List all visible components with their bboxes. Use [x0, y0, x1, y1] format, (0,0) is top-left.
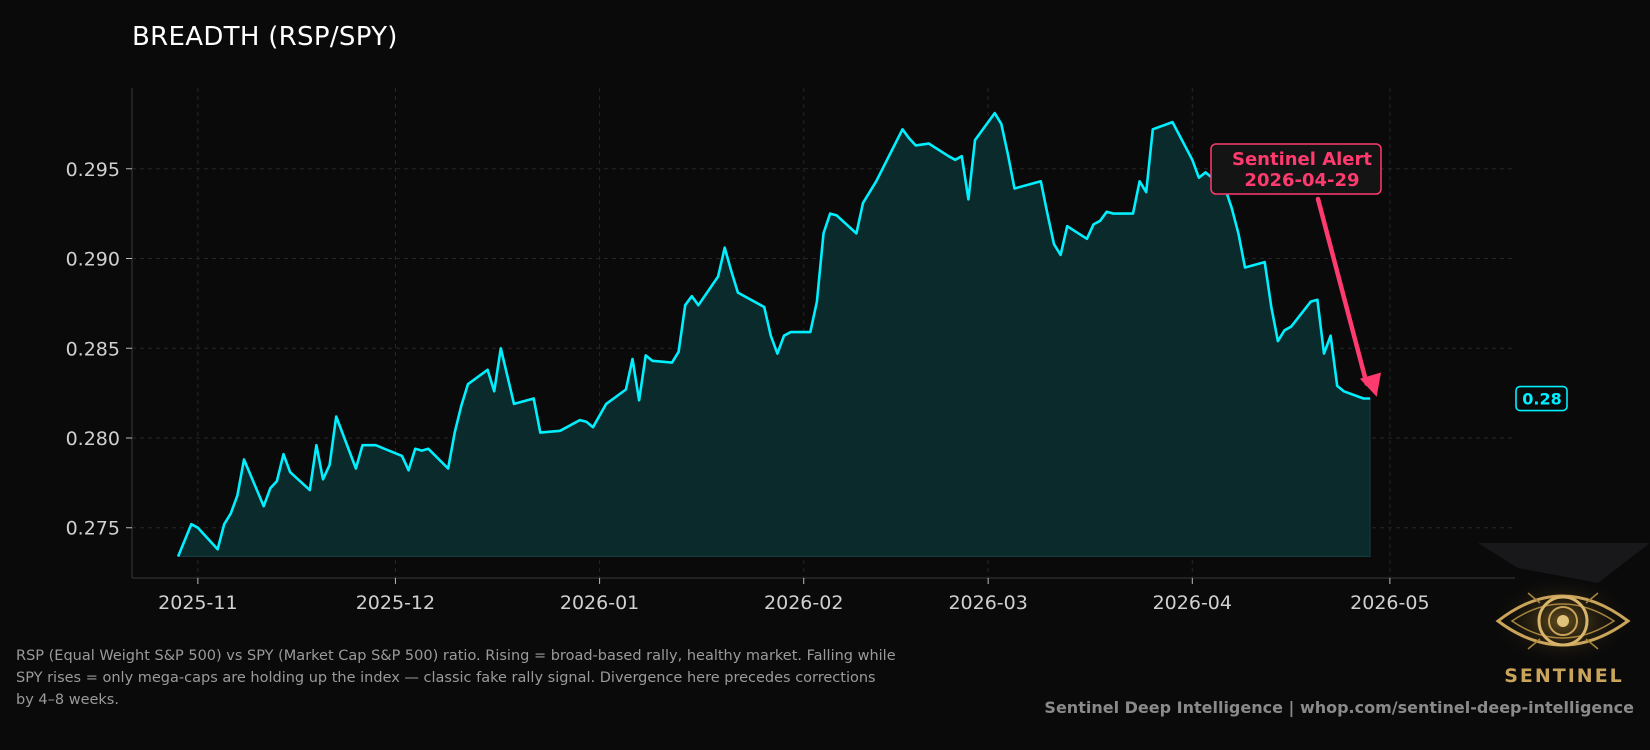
area-layer [176, 111, 1371, 557]
chart-title: BREADTH (RSP/SPY) [132, 22, 398, 52]
y-tick-label: 0.285 [66, 338, 120, 360]
x-tick-label: 2026-01 [560, 592, 639, 614]
chart-description: RSP (Equal Weight S&P 500) vs SPY (Marke… [16, 648, 896, 708]
last-value-label: 0.28 [1522, 390, 1561, 409]
x-tick-label: 2026-05 [1350, 592, 1429, 614]
logo-text: SENTINEL [1504, 665, 1624, 687]
y-tick-label: 0.280 [66, 428, 120, 450]
alert-date: 2026-04-29 [1244, 170, 1359, 191]
eye-icon [1478, 543, 1650, 667]
series-line [176, 111, 1371, 557]
y-tick-label: 0.275 [66, 518, 120, 540]
alert-arrow-head [1359, 372, 1381, 397]
axis-layer: 0.275 0.280 0.285 0.290 0.295 2025-11 2025-12 2… [66, 88, 1515, 614]
y-tick-label: 0.295 [66, 159, 120, 181]
alert-box [1210, 143, 1382, 195]
alert-arrow-shaft [1315, 196, 1369, 386]
alert-title: Sentinel Alert [1232, 149, 1372, 170]
footer-credit[interactable]: Sentinel Deep Intelligence | whop.com/se… [1044, 698, 1634, 717]
y-tick-label: 0.290 [66, 249, 120, 271]
series-area-fill [177, 112, 1371, 557]
sentinel-logo: SENTINEL [1478, 543, 1650, 693]
x-tick-label: 2025-12 [356, 592, 435, 614]
x-tick-label: 2026-03 [948, 592, 1027, 614]
x-tick-label: 2026-02 [764, 592, 843, 614]
x-tick-label: 2025-11 [158, 592, 237, 614]
x-tick-label: 2026-04 [1153, 592, 1232, 614]
last-value-badge [1515, 385, 1568, 412]
